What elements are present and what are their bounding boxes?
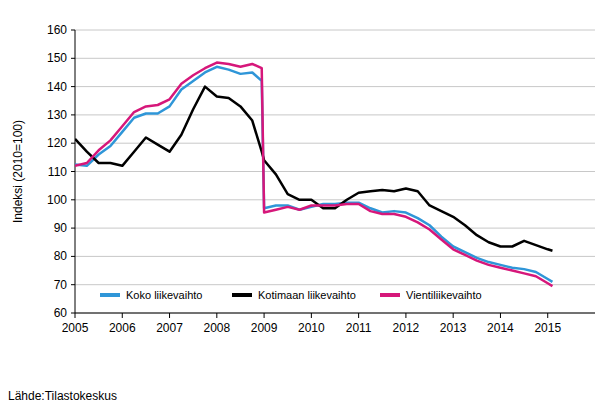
- legend-key: [100, 293, 120, 297]
- x-tick: [453, 313, 454, 318]
- x-tick: [75, 313, 76, 318]
- x-tick: [311, 313, 312, 318]
- x-tick: [169, 313, 170, 318]
- chart: 60 70 80 90 100 110 120 130 140 150 160 2005 2006 200…: [0, 0, 605, 416]
- y-tick: [71, 58, 75, 59]
- grid-line: [75, 171, 595, 172]
- legend-label: Vientiliikevaihto: [406, 289, 482, 301]
- legend-label: Kotimaan liikevaihto: [258, 289, 356, 301]
- grid-line: [75, 58, 595, 59]
- x-tick-label: 2007: [156, 321, 183, 335]
- x-tick: [500, 313, 501, 318]
- x-tick: [547, 313, 548, 318]
- y-tick: [71, 143, 75, 144]
- y-tick-label: 130: [47, 108, 67, 122]
- x-tick: [216, 313, 217, 318]
- y-axis-label: Indeksi (2010=100): [11, 120, 25, 223]
- x-tick-label: 2012: [393, 321, 420, 335]
- x-tick-label: 2014: [487, 321, 514, 335]
- legend-label: Koko liikevaihto: [126, 289, 202, 301]
- y-tick: [71, 313, 75, 314]
- grid-line: [75, 30, 595, 31]
- y-tick: [71, 171, 75, 172]
- legend-key: [380, 293, 400, 297]
- y-tick-label: 100: [47, 193, 67, 207]
- y-tick-label: 90: [54, 221, 68, 235]
- x-tick: [122, 313, 123, 318]
- y-tick: [71, 30, 75, 31]
- y-tick: [71, 114, 75, 115]
- y-tick: [71, 228, 75, 229]
- x-tick-label: 2011: [346, 321, 372, 335]
- y-tick-label: 80: [54, 249, 68, 263]
- y-tick: [71, 256, 75, 257]
- x-tick-label: 2013: [440, 321, 467, 335]
- y-tick-label: 150: [47, 51, 67, 65]
- grid-line: [75, 284, 595, 285]
- grid-line: [75, 228, 595, 229]
- y-tick: [71, 199, 75, 200]
- x-tick-label: 2009: [251, 321, 278, 335]
- x-tick-label: 2015: [534, 321, 561, 335]
- y-tick-label: 160: [47, 23, 67, 37]
- x-tick: [405, 313, 406, 318]
- y-tick-label: 70: [54, 278, 68, 292]
- legend-key: [232, 293, 252, 297]
- y-tick-label: 140: [47, 80, 67, 94]
- x-axis: [75, 313, 595, 314]
- grid-line: [75, 199, 595, 200]
- series-line: [75, 67, 552, 282]
- x-tick-label: 2008: [203, 321, 230, 335]
- series-line: [75, 63, 552, 287]
- x-tick: [264, 313, 265, 318]
- plot-area: [75, 63, 552, 287]
- y-axis: [75, 30, 76, 313]
- grid-line: [75, 313, 595, 314]
- x-tick: [358, 313, 359, 318]
- x-tick-label: 2010: [298, 321, 325, 335]
- grid-line: [75, 256, 595, 257]
- y-tick-label: 110: [48, 165, 67, 179]
- series-line: [75, 87, 552, 251]
- grid-line: [75, 86, 595, 87]
- y-tick: [71, 284, 75, 285]
- y-tick: [71, 86, 75, 87]
- y-tick-label: 120: [47, 136, 67, 150]
- x-tick-label: 2005: [62, 321, 89, 335]
- source-note: Lähde:Tilastokeskus: [8, 389, 117, 403]
- x-tick-label: 2006: [109, 321, 136, 335]
- y-tick-label: 60: [54, 306, 68, 320]
